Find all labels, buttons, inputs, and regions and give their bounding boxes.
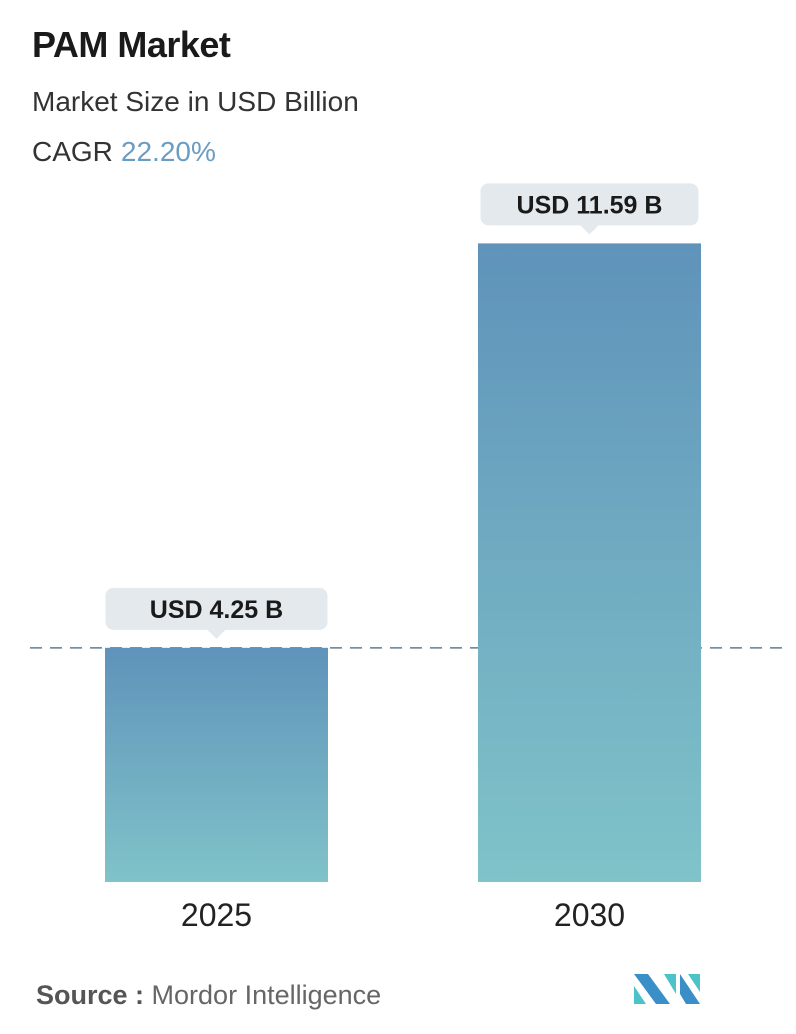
cagr-value: 22.20% [120,136,216,167]
bar-chart: USD 4.25 B 2025 USD 11.59 B 2030 [30,183,785,933]
data-label-pointer [207,629,226,639]
data-label-bg [105,587,328,630]
cagr: CAGR 22.20% [32,136,216,168]
x-tick-label: 2025 [181,897,252,933]
data-label-bg [480,183,699,226]
chart-subtitle: Market Size in USD Billion [32,86,359,117]
source-value: Mordor Intelligence [151,980,382,1010]
chart-title: PAM Market [32,24,231,65]
data-label: USD 4.25 B [150,596,283,624]
source: Source : Mordor Intelligence [36,980,381,1011]
cagr-label: CAGR [32,136,113,167]
x-tick-label: 2030 [554,897,625,933]
data-label-pointer [580,225,599,235]
data-label: USD 11.59 B [517,191,663,219]
bar-2025 [105,647,328,882]
bar-2030 [478,243,701,883]
mordor-intelligence-logo [634,974,700,1004]
source-label: Source : [36,980,145,1010]
